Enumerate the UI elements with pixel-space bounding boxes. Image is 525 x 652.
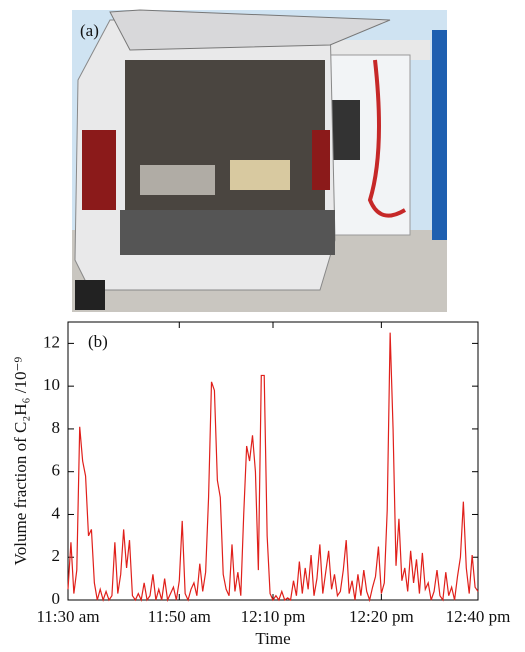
x-tick-label: 12:40 pm: [446, 607, 511, 626]
tail-light: [312, 130, 330, 190]
panel-label: (b): [88, 332, 108, 351]
x-tick-label: 12:10 pm: [241, 607, 306, 626]
instrument-box: [230, 160, 290, 190]
instrument-box: [140, 165, 215, 195]
pump-post: [432, 30, 447, 240]
pump-panel: [330, 100, 360, 160]
x-tick-label: 11:30 am: [36, 607, 99, 626]
fuel-pump: [319, 54, 411, 236]
data-line: [67, 332, 479, 603]
y-tick-label: 8: [52, 418, 61, 437]
y-tick-label: 4: [52, 503, 61, 522]
y-tick-label: 12: [43, 332, 60, 351]
y-tick-label: 0: [52, 589, 61, 608]
y-tick-label: 6: [52, 461, 61, 480]
x-axis-label: Time: [255, 629, 290, 647]
y-axis-label: Volume fraction of C₂H₆ /10⁻⁹: [11, 357, 30, 566]
car-cargo: [125, 60, 325, 220]
y-tick-label: 10: [43, 375, 60, 394]
x-tick-label: 11:50 am: [148, 607, 211, 626]
panel-label: (a): [80, 21, 99, 40]
x-tick-label: 12:20 pm: [349, 607, 414, 626]
tire: [75, 280, 105, 310]
pump-hose: [367, 59, 407, 218]
plot-frame: [67, 321, 479, 601]
tail-light: [82, 130, 116, 210]
photo: (a): [72, 9, 447, 312]
car-hatch: [109, 9, 391, 51]
y-tick-label: 2: [52, 546, 61, 565]
bumper: [120, 210, 335, 255]
